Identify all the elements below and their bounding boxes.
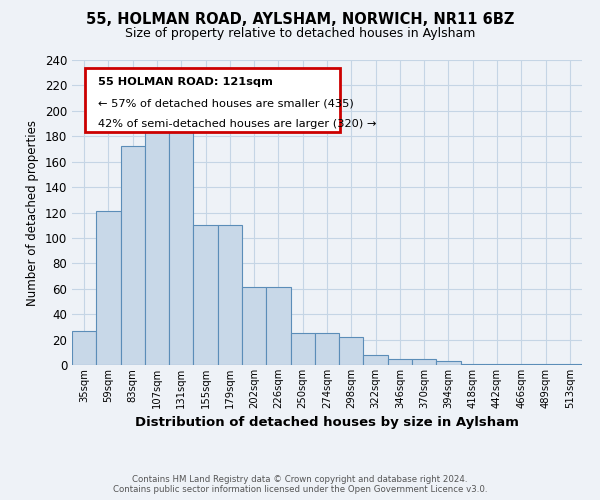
Bar: [558, 364, 582, 365]
Bar: [339, 337, 364, 365]
Bar: [266, 288, 290, 365]
Bar: [533, 364, 558, 365]
Bar: [509, 364, 533, 365]
Bar: [412, 358, 436, 365]
Bar: [485, 364, 509, 365]
Bar: [290, 333, 315, 365]
Text: 55, HOLMAN ROAD, AYLSHAM, NORWICH, NR11 6BZ: 55, HOLMAN ROAD, AYLSHAM, NORWICH, NR11 …: [86, 12, 514, 28]
Bar: [121, 146, 145, 365]
Bar: [85, 68, 340, 132]
Bar: [96, 211, 121, 365]
Text: Size of property relative to detached houses in Aylsham: Size of property relative to detached ho…: [125, 28, 475, 40]
Text: Contains HM Land Registry data © Crown copyright and database right 2024.
Contai: Contains HM Land Registry data © Crown c…: [113, 474, 487, 494]
Bar: [193, 225, 218, 365]
Bar: [169, 114, 193, 365]
Bar: [242, 288, 266, 365]
Bar: [315, 333, 339, 365]
Bar: [72, 330, 96, 365]
Bar: [461, 364, 485, 365]
Bar: [218, 225, 242, 365]
Text: 55 HOLMAN ROAD: 121sqm: 55 HOLMAN ROAD: 121sqm: [97, 77, 272, 87]
Bar: [145, 114, 169, 365]
Text: 42% of semi-detached houses are larger (320) →: 42% of semi-detached houses are larger (…: [97, 120, 376, 130]
X-axis label: Distribution of detached houses by size in Aylsham: Distribution of detached houses by size …: [135, 416, 519, 430]
Y-axis label: Number of detached properties: Number of detached properties: [26, 120, 39, 306]
Text: ← 57% of detached houses are smaller (435): ← 57% of detached houses are smaller (43…: [97, 98, 353, 108]
Bar: [436, 361, 461, 365]
Bar: [364, 355, 388, 365]
Bar: [388, 358, 412, 365]
